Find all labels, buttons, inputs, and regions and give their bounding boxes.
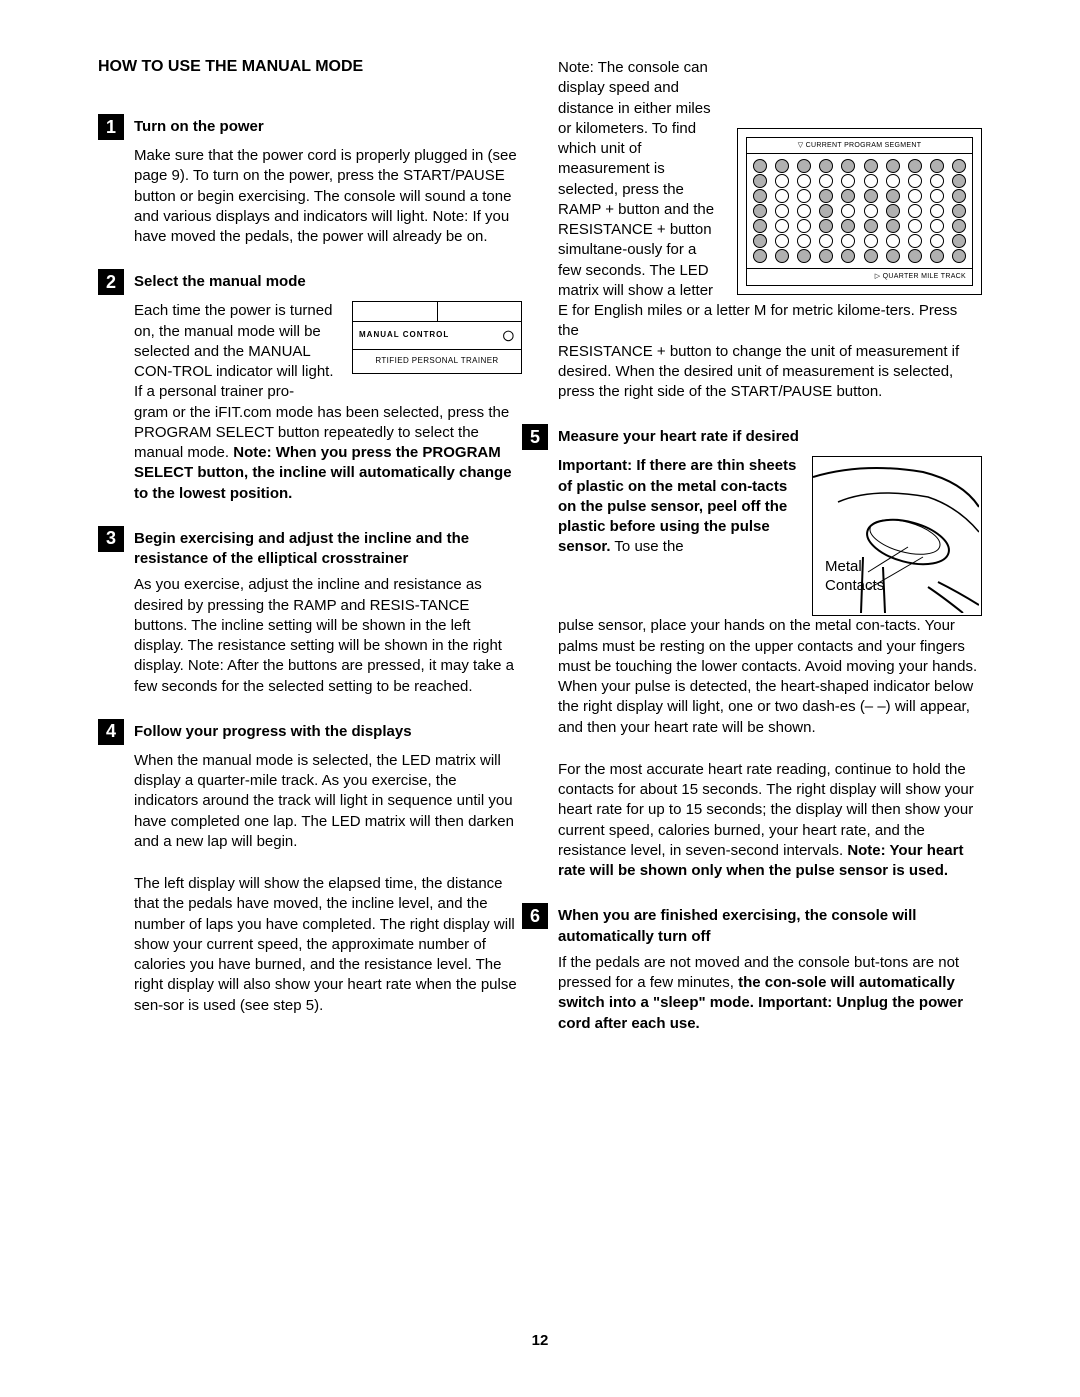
step-body: Make sure that the power cord is properl… — [134, 146, 522, 247]
step-body: Metal Contacts Important: If there are t… — [558, 456, 982, 616]
step-number-badge: 6 — [522, 903, 548, 929]
diagram-label: QUARTER MILE TRACK — [747, 268, 972, 284]
text: Each time the power is turned on, the ma… — [134, 302, 334, 400]
control-display-diagram: MANUAL CONTROL◯ RTIFIED PERSONAL TRAINER — [352, 301, 522, 374]
step-body: For the most accurate heart rate reading… — [558, 760, 982, 882]
pulse-sensor-diagram: Metal Contacts — [812, 456, 982, 616]
right-column: CURRENT PROGRAM SEGMENT QUARTER MILE TRA… — [558, 58, 982, 1056]
left-column: HOW TO USE THE MANUAL MODE 1 Turn on the… — [98, 58, 522, 1056]
text: To use the — [611, 538, 684, 555]
step-title: Follow your progress with the displays — [134, 719, 412, 742]
diagram-label: MANUAL CONTROL — [359, 330, 449, 339]
step-body: If the pedals are not moved and the cons… — [558, 953, 982, 1034]
step-number-badge: 5 — [522, 424, 548, 450]
page-number: 12 — [532, 1332, 549, 1349]
diagram-label: CURRENT PROGRAM SEGMENT — [747, 138, 972, 154]
step-body: When the manual mode is selected, the LE… — [134, 751, 522, 852]
step-4: 4 Follow your progress with the displays — [98, 719, 522, 745]
diagram-label: RTIFIED PERSONAL TRAINER — [353, 350, 521, 373]
step-title: Turn on the power — [134, 114, 264, 137]
step-1: 1 Turn on the power — [98, 114, 522, 140]
diagram-label: Contacts — [825, 576, 884, 596]
step-body: gram or the iFIT.com mode has been selec… — [134, 403, 522, 504]
step-5: 5 Measure your heart rate if desired — [522, 424, 982, 450]
step-body: pulse sensor, place your hands on the me… — [558, 616, 982, 738]
diagram-label: Metal — [825, 557, 862, 577]
step-3: 3 Begin exercising and adjust the inclin… — [98, 526, 522, 570]
step-body: RESISTANCE + button to change the unit o… — [558, 342, 982, 403]
step-title: Select the manual mode — [134, 269, 306, 292]
step-number-badge: 4 — [98, 719, 124, 745]
step-body: As you exercise, adjust the incline and … — [134, 575, 522, 697]
step-2: 2 Select the manual mode — [98, 269, 522, 295]
step-body: The left display will show the elapsed t… — [134, 874, 522, 1016]
section-title: HOW TO USE THE MANUAL MODE — [98, 58, 522, 76]
step-body: MANUAL CONTROL◯ RTIFIED PERSONAL TRAINER… — [134, 301, 522, 402]
step-title: When you are finished exercising, the co… — [558, 903, 982, 947]
step-number-badge: 2 — [98, 269, 124, 295]
step-6: 6 When you are finished exercising, the … — [522, 903, 982, 947]
step-number-badge: 1 — [98, 114, 124, 140]
led-matrix-diagram: CURRENT PROGRAM SEGMENT QUARTER MILE TRA… — [737, 128, 982, 295]
led-grid — [747, 154, 972, 268]
step-title: Measure your heart rate if desired — [558, 424, 799, 447]
step-body: CURRENT PROGRAM SEGMENT QUARTER MILE TRA… — [558, 58, 982, 342]
step-number-badge: 3 — [98, 526, 124, 552]
step-title: Begin exercising and adjust the incline … — [134, 526, 522, 570]
